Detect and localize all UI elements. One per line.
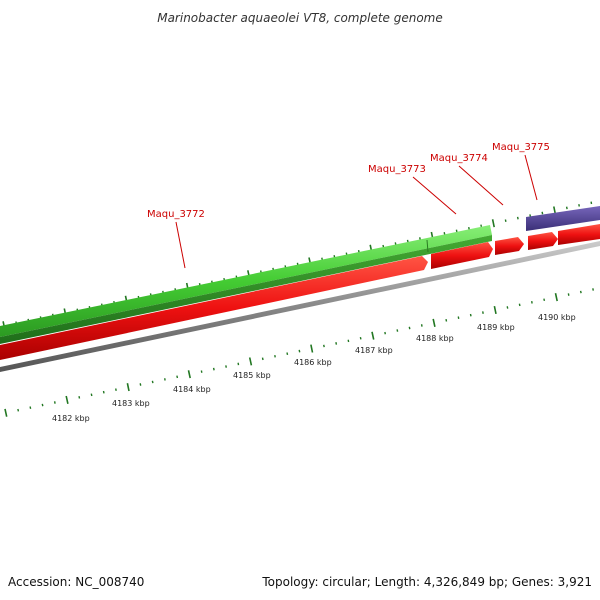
backbone-strand [0, 241, 600, 372]
minor-tick [543, 298, 546, 302]
minor-tick [565, 206, 568, 210]
minor-tick [480, 224, 483, 228]
minor-tick [286, 352, 289, 356]
cds-arrow-maqu-3772[interactable] [0, 256, 428, 360]
gene-label-maqu-3775[interactable]: Maqu_3775 [492, 142, 550, 153]
minor-tick [408, 326, 411, 330]
minor-tick [504, 219, 507, 222]
minor-tick [78, 396, 81, 399]
minor-tick [29, 406, 32, 409]
minor-tick [516, 216, 519, 220]
forward-track-light-band [0, 225, 492, 337]
minor-tick [115, 388, 117, 391]
kbp-label-group: 4182 kbp 4183 kbp 4184 kbp 4185 kbp 4186… [52, 313, 576, 423]
minor-tick [541, 211, 544, 215]
minor-tick [506, 306, 509, 309]
gene-block-maqu-3775[interactable] [526, 206, 600, 231]
minor-tick [579, 290, 582, 294]
forward-track-dark-band [0, 235, 492, 344]
minor-tick [382, 244, 385, 248]
minor-tick [335, 342, 338, 345]
major-tick [432, 318, 436, 327]
minor-tick [298, 349, 301, 353]
minor-tick [578, 204, 580, 207]
minor-tick [518, 303, 521, 307]
gene-label-group: Maqu_3772 Maqu_3773 Maqu_3774 Maqu_3775 [147, 142, 550, 269]
leader-line-maqu-3774 [458, 165, 504, 206]
leader-line-maqu-3772 [175, 221, 186, 269]
minor-tick [443, 232, 446, 235]
minor-tick [406, 239, 409, 243]
minor-tick [261, 357, 264, 361]
forward-track-divider [426, 239, 429, 253]
major-tick [493, 305, 497, 315]
genome-summary-text: Topology: circular; Length: 4,326,849 bp… [261, 575, 592, 589]
gene-label-maqu-3772[interactable]: Maqu_3772 [147, 209, 205, 220]
minor-tick [90, 393, 93, 397]
minor-tick [225, 365, 227, 368]
kbp-label: 4184 kbp [173, 385, 211, 394]
cds-track [0, 224, 600, 360]
kbp-label: 4183 kbp [112, 399, 150, 408]
genome-title: Marinobacter aquaeolei VT8, complete gen… [157, 11, 443, 25]
gene-label-maqu-3773[interactable]: Maqu_3773 [368, 164, 426, 175]
leader-line-maqu-3775 [524, 154, 538, 201]
kbp-label: 4182 kbp [52, 414, 90, 423]
minor-tick [53, 401, 56, 404]
cds-arrow-maqu-3773[interactable] [431, 242, 493, 269]
kbp-label: 4188 kbp [416, 334, 454, 343]
major-tick [491, 219, 495, 228]
cds-arrow-maqu-3774[interactable] [495, 237, 524, 255]
kbp-label: 4190 kbp [538, 313, 576, 322]
major-tick [371, 331, 375, 340]
minor-tick [212, 367, 215, 371]
minor-tick [592, 288, 594, 291]
kbp-label: 4187 kbp [355, 346, 393, 355]
minor-tick [102, 390, 105, 394]
minor-tick [139, 383, 142, 386]
minor-tick [529, 214, 532, 217]
cds-arrow-maqu-3775a[interactable] [528, 232, 558, 250]
kbp-label: 4189 kbp [477, 323, 515, 332]
minor-tick [455, 229, 458, 233]
cds-arrow-maqu-3775b[interactable] [558, 224, 600, 245]
minor-tick [469, 313, 472, 317]
major-tick [310, 344, 314, 353]
major-tick [4, 408, 8, 417]
minor-tick [17, 408, 20, 412]
major-tick [65, 395, 69, 404]
major-tick [554, 293, 558, 302]
minor-tick [396, 329, 399, 332]
major-tick [248, 357, 253, 366]
minor-tick [482, 311, 484, 314]
minor-tick [176, 375, 179, 379]
minor-tick [151, 380, 154, 384]
forward-track [0, 206, 600, 344]
minor-tick [41, 403, 44, 407]
leader-line-maqu-3773 [412, 176, 457, 215]
kbp-label: 4186 kbp [294, 358, 332, 367]
kbp-label: 4185 kbp [233, 371, 271, 380]
accession-text: Accession: NC_008740 [8, 575, 144, 589]
major-tick [126, 383, 130, 392]
minor-tick [445, 318, 448, 322]
lower-tick-row [4, 288, 594, 417]
minor-tick [394, 242, 397, 245]
minor-tick [468, 226, 470, 230]
gene-label-maqu-3774[interactable]: Maqu_3774 [430, 153, 488, 164]
minor-tick [359, 336, 362, 340]
major-tick [187, 370, 191, 379]
minor-tick [419, 237, 421, 240]
minor-tick [323, 344, 325, 348]
